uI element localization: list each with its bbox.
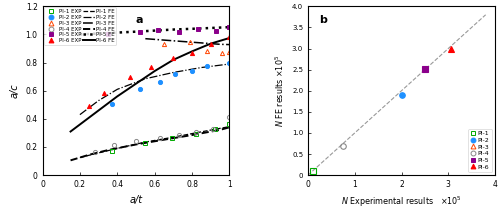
Y-axis label: a/c: a/c [10,83,20,98]
Legend: PI-1 EXP, PI-2 EXP, PI-3 EXP, PI-4 EXP, PI-5 EXP, PI-6 EXP, PI-1 FE, PI-2 FE, PI: PI-1 EXP, PI-2 EXP, PI-3 EXP, PI-4 EXP, … [44,7,117,45]
Text: b: b [319,15,327,25]
Text: a: a [136,15,143,25]
Legend: PI-1, PI-2, PI-3, PI-4, PI-5, PI-6: PI-1, PI-2, PI-3, PI-4, PI-5, PI-6 [468,128,492,172]
X-axis label: a/t: a/t [130,195,142,204]
Y-axis label: $N$ FE results $\times10^5$: $N$ FE results $\times10^5$ [274,55,286,127]
X-axis label: $N$ Experimental results   $\times10^5$: $N$ Experimental results $\times10^5$ [341,195,462,209]
